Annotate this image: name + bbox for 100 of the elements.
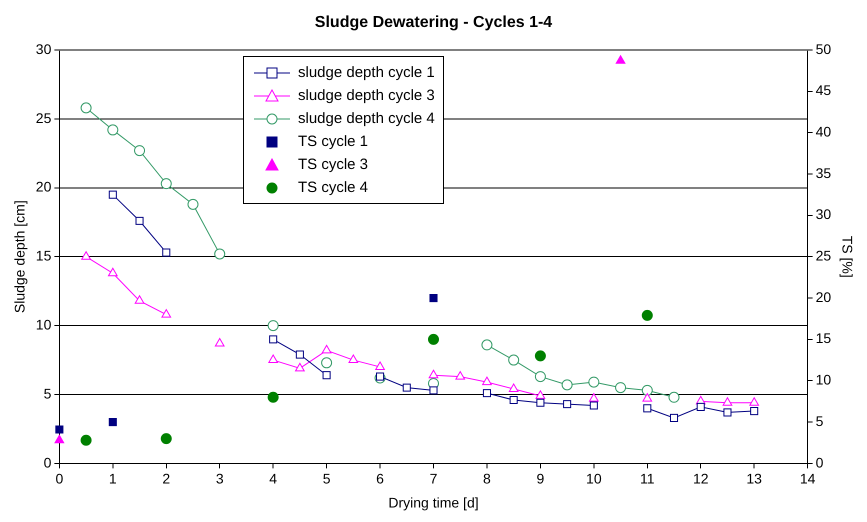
x-tick-label: 14	[800, 470, 816, 487]
y2-tick-label: 25	[816, 248, 832, 264]
y-tick-label: 30	[36, 40, 52, 57]
x-tick-label: 10	[586, 470, 602, 487]
point	[563, 400, 572, 408]
point	[508, 354, 520, 366]
y2-tick-label: 30	[816, 206, 832, 222]
y-tick-label: 0	[44, 454, 52, 470]
legend-label: sludge depth cycle 4	[298, 110, 435, 127]
point	[269, 335, 278, 344]
point	[590, 401, 598, 410]
x-tick-label: 4	[269, 470, 278, 487]
y2-tick-label: 15	[816, 330, 832, 346]
point	[508, 383, 518, 392]
point	[428, 370, 438, 378]
point	[162, 248, 170, 257]
point	[642, 384, 653, 396]
point	[108, 418, 117, 426]
point	[481, 339, 492, 350]
point	[81, 251, 91, 260]
point	[348, 354, 358, 364]
point	[107, 124, 118, 136]
point	[588, 376, 600, 388]
y2-tick-label: 45	[816, 82, 832, 98]
y2-tick-label: 35	[816, 164, 832, 181]
point	[134, 145, 146, 156]
y2-axis-title: TS [%]	[840, 236, 856, 278]
point	[160, 178, 172, 190]
point	[322, 371, 331, 380]
x-tick-label: 8	[483, 470, 492, 487]
point	[642, 310, 653, 321]
y2-tick-label: 20	[816, 288, 832, 305]
point	[268, 354, 278, 364]
y-tick-label: 20	[36, 178, 52, 195]
point	[214, 248, 226, 260]
x-tick-label: 6	[376, 470, 384, 487]
y-tick-label: 10	[36, 316, 52, 332]
point	[642, 393, 652, 402]
point	[482, 376, 492, 386]
x-axis-title: Drying time [d]	[388, 494, 479, 510]
y-tick-label: 25	[36, 110, 52, 126]
legend-label: sludge depth cycle 3	[298, 87, 435, 104]
point	[723, 408, 732, 416]
point	[375, 361, 385, 370]
chart-title: Sludge Dewatering - Cycles 1-4	[314, 14, 554, 32]
point	[510, 396, 518, 404]
y-tick-label: 5	[44, 385, 52, 402]
point	[615, 382, 626, 394]
point	[616, 55, 626, 64]
point	[322, 344, 332, 354]
x-tick-label: 7	[430, 470, 438, 487]
point	[108, 268, 118, 276]
point	[534, 371, 546, 382]
point	[161, 309, 172, 318]
x-tick-label: 1	[108, 470, 117, 487]
point	[696, 402, 705, 411]
point	[429, 294, 438, 302]
point	[214, 338, 225, 347]
point	[55, 425, 64, 434]
point	[160, 433, 172, 444]
point	[643, 404, 652, 412]
point	[187, 198, 198, 210]
point	[455, 371, 466, 380]
legend-label: TS cycle 4	[298, 179, 368, 196]
point	[670, 414, 678, 422]
y2-tick-label: 5	[816, 412, 824, 429]
x-tick-label: 11	[640, 470, 655, 487]
point	[722, 397, 732, 406]
point	[482, 389, 491, 398]
point	[321, 357, 332, 368]
point	[268, 320, 279, 332]
legend-label: TS cycle 1	[298, 133, 368, 150]
x-tick-label: 0	[55, 470, 64, 487]
legend-label: TS cycle 3	[298, 156, 368, 173]
point	[562, 379, 573, 390]
point	[80, 102, 92, 114]
y2-tick-label: 0	[816, 454, 824, 470]
x-tick-label: 13	[746, 470, 762, 487]
x-tick-label: 9	[536, 470, 544, 487]
point	[376, 372, 384, 381]
point	[402, 384, 411, 392]
point	[749, 397, 760, 406]
point	[136, 216, 144, 225]
point	[54, 434, 64, 444]
point	[668, 392, 680, 403]
point	[536, 398, 544, 407]
point	[268, 392, 279, 403]
point	[750, 407, 758, 416]
point	[589, 393, 599, 402]
point	[536, 390, 546, 399]
y2-tick-label: 10	[816, 372, 832, 388]
point	[80, 434, 92, 446]
point	[534, 350, 546, 362]
x-tick-label: 5	[322, 470, 331, 487]
y-tick-label: 15	[36, 248, 52, 264]
legend-label: sludge depth cycle 1	[298, 64, 435, 81]
point	[108, 190, 117, 199]
point	[296, 350, 304, 359]
x-tick-label: 12	[692, 470, 709, 487]
point	[428, 334, 439, 345]
